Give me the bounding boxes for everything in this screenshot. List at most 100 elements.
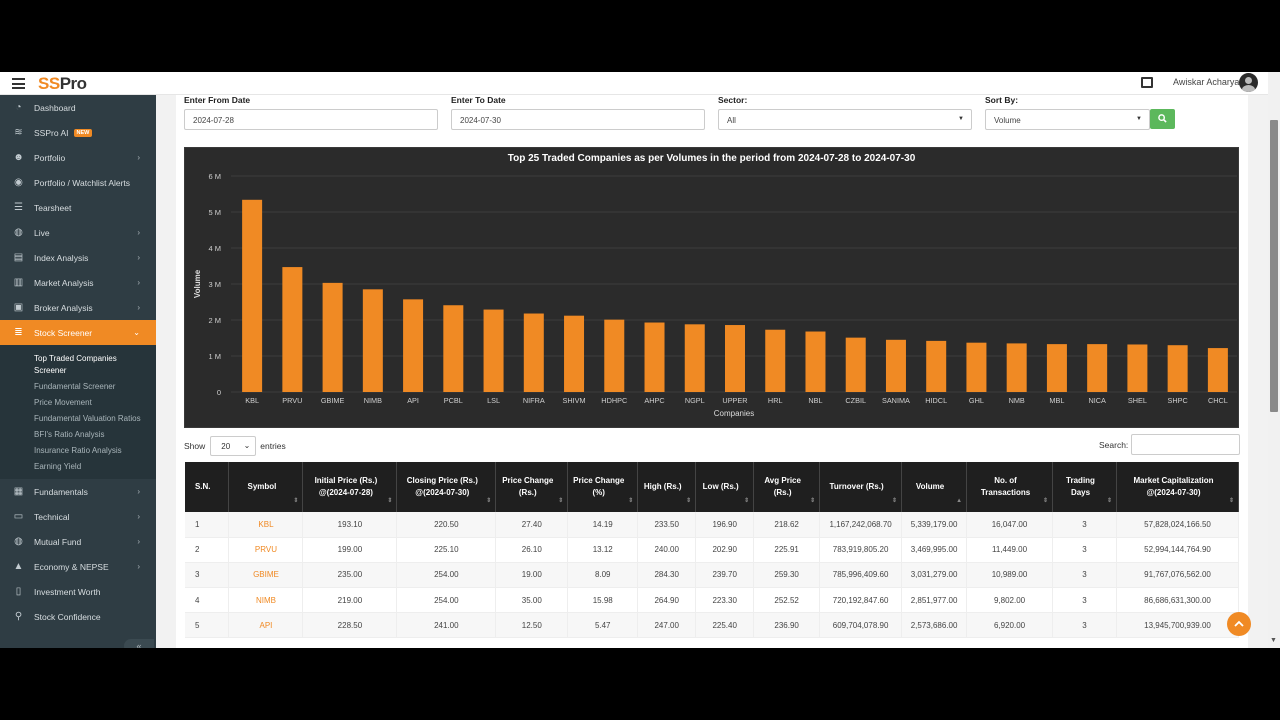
column-header[interactable]: Symbol ⇕	[228, 462, 304, 512]
sector-select[interactable]: All ▼	[718, 109, 972, 130]
avatar[interactable]	[1239, 73, 1258, 92]
sidebar-item-economy-nepse[interactable]: ▲ Economy & NEPSE ›	[0, 554, 156, 579]
y-axis-label: Volume	[193, 269, 202, 298]
from-date-input[interactable]: 2024-07-28	[184, 109, 438, 130]
sidebar-item-live[interactable]: ◍ Live ›	[0, 220, 156, 245]
sidebar-item-broker-analysis[interactable]: ▣ Broker Analysis ›	[0, 295, 156, 320]
table-row[interactable]: 4 NIMB 219.00 254.00 35.00 15.98 264.90 223.30 2…	[185, 587, 1240, 614]
from-date-label: Enter From Date	[184, 95, 251, 105]
table-cell: 223.30	[695, 587, 755, 614]
user-name[interactable]: Awiskar Acharya	[1173, 77, 1240, 87]
search-button[interactable]	[1150, 109, 1175, 129]
column-header[interactable]: Price Change (Rs.) ⇕	[495, 462, 569, 512]
sidebar-item-portfolio[interactable]: ☻ Portfolio ›	[0, 145, 156, 170]
table-cell: 252.52	[753, 587, 821, 614]
collapse-sidebar-button[interactable]: «	[124, 639, 154, 648]
submenu-item[interactable]: Top Traded Companies Screener	[34, 354, 117, 375]
sidebar-item-mutual-fund[interactable]: ◍ Mutual Fund ›	[0, 529, 156, 554]
tablet-icon[interactable]	[1141, 77, 1153, 88]
submenu-item[interactable]: Price Movement	[34, 398, 92, 407]
sidebar-item-investment-worth[interactable]: ▯ Investment Worth	[0, 579, 156, 604]
column-header[interactable]: Trading Days ⇕	[1052, 462, 1117, 512]
table-cell: 225.40	[695, 612, 755, 639]
symbol-link[interactable]: NIMB	[228, 587, 304, 614]
column-header[interactable]: Low (Rs.) ⇕	[695, 462, 755, 512]
to-date-input[interactable]: 2024-07-30	[451, 109, 705, 130]
sort-icon: ⇕	[686, 498, 692, 504]
sidebar-item-dashboard[interactable]: ◔ Dashboard	[0, 95, 156, 120]
sidebar-item-stock-confidence[interactable]: ⚲ Stock Confidence	[0, 604, 156, 629]
table-row[interactable]: 3 GBIME 235.00 254.00 19.00 8.09 284.30 239.70 2…	[185, 562, 1240, 589]
table-cell: 785,996,409.60	[819, 562, 903, 589]
sector-label: Sector:	[718, 95, 748, 105]
table-row[interactable]: 2 PRVU 199.00 225.10 26.10 13.12 240.00 202.90 2…	[185, 537, 1240, 563]
column-header[interactable]: Market Capitalization @(2024-07-30) ⇕	[1116, 462, 1240, 512]
column-header[interactable]: S.N.	[185, 462, 230, 512]
column-header[interactable]: Turnover (Rs.) ⇕	[819, 462, 903, 512]
table-row[interactable]: 1 KBL 193.10 220.50 27.40 14.19 233.50 196.90 21…	[185, 512, 1240, 538]
column-header-label: Initial Price (Rs.) @(2024-07-28)	[314, 476, 378, 497]
symbol-link[interactable]: KBL	[228, 512, 304, 538]
table-row[interactable]: 5 API 228.50 241.00 12.50 5.47 247.00 225.40 236…	[185, 612, 1240, 639]
chevron-right-icon: ›	[137, 153, 140, 162]
x-tick-label: SANIMA	[882, 396, 910, 405]
table-cell: 52,994,144,764.90	[1116, 537, 1240, 563]
page-scrollbar-thumb[interactable]	[1270, 120, 1278, 412]
submenu-item[interactable]: Fundamental Screener	[34, 382, 116, 391]
column-header[interactable]: Closing Price (Rs.) @(2024-07-30) ⇕	[396, 462, 497, 512]
bar-lsl	[483, 309, 504, 392]
table-cell: 2	[185, 537, 230, 563]
submenu-item[interactable]: Insurance Ratio Analysis	[34, 446, 122, 455]
tablet-icon: ▯	[15, 586, 22, 597]
sidebar-item-index-analysis[interactable]: ▤ Index Analysis ›	[0, 245, 156, 270]
bank-icon: ▲	[13, 561, 24, 572]
submenu-item[interactable]: Fundamental Valuation Ratios	[34, 414, 141, 423]
chart-icon: ▥	[13, 277, 24, 288]
bar-ghl	[966, 342, 987, 392]
column-header[interactable]: High (Rs.) ⇕	[637, 462, 697, 512]
scroll-down-arrow-icon[interactable]: ▼	[1270, 637, 1277, 644]
column-header-label: Turnover (Rs.)	[829, 482, 884, 491]
sort-icon: ⇕	[744, 498, 750, 504]
x-tick-label: KBL	[245, 396, 259, 405]
column-header[interactable]: Price Change (%) ⇕	[567, 462, 639, 512]
submenu-item[interactable]: Earning Yield	[34, 462, 82, 471]
x-tick-label: NBL	[808, 396, 822, 405]
sidebar-item-label: Tearsheet	[34, 202, 72, 213]
sidebar-item-market-analysis[interactable]: ▥ Market Analysis ›	[0, 270, 156, 295]
users-icon: ☻	[13, 152, 24, 163]
table-cell: 15.98	[567, 587, 639, 614]
symbol-link[interactable]: API	[228, 612, 304, 639]
sidebar-item-tearsheet[interactable]: ☰ Tearsheet	[0, 195, 156, 220]
sidebar-item-sspro-ai[interactable]: ≋ SSPro AI NEW	[0, 120, 156, 145]
column-header[interactable]: No. of Transactions ⇕	[966, 462, 1054, 512]
symbol-link[interactable]: PRVU	[228, 537, 304, 563]
table-cell: 3,469,995.00	[901, 537, 968, 563]
column-header[interactable]: Volume ▲	[901, 462, 968, 512]
sidebar-item-label: Index Analysis	[34, 252, 89, 263]
sort-by-select[interactable]: Volume ▼	[985, 109, 1150, 130]
sidebar-item-portfolio-watchlist-alerts[interactable]: ◉ Portfolio / Watchlist Alerts	[0, 170, 156, 195]
sidebar-item-fundamentals[interactable]: ▦ Fundamentals ›	[0, 479, 156, 504]
bar-shel	[1127, 344, 1148, 392]
symbol-link[interactable]: GBIME	[228, 562, 304, 589]
hamburger-menu-icon[interactable]	[12, 78, 25, 89]
table-cell: 193.10	[302, 512, 398, 538]
table-cell: 2,573,686.00	[901, 612, 968, 639]
submenu-item[interactable]: BFI's Ratio Analysis	[34, 430, 105, 439]
table-search-input[interactable]	[1131, 434, 1241, 455]
entries-select[interactable]: 20 ⌄	[210, 436, 257, 456]
column-header[interactable]: Avg Price (Rs.) ⇕	[753, 462, 821, 512]
x-tick-label: HIDCL	[925, 396, 947, 405]
sidebar-item-technical[interactable]: ▭ Technical ›	[0, 504, 156, 529]
column-header[interactable]: Initial Price (Rs.) @(2024-07-28) ⇕	[302, 462, 398, 512]
sidebar-item-stock-screener[interactable]: ≣ Stock Screener ⌄	[0, 320, 156, 345]
x-tick-label: API	[407, 396, 419, 405]
chevron-right-icon: ›	[137, 537, 140, 546]
sort-icon: ⇕	[628, 498, 634, 504]
table-cell: 3	[1052, 612, 1117, 639]
scroll-to-top-button[interactable]	[1227, 612, 1251, 636]
column-header-label: Low (Rs.)	[702, 482, 739, 491]
sspro-logo[interactable]: SSPro	[38, 74, 87, 93]
x-tick-label: MBL	[1049, 396, 1064, 405]
